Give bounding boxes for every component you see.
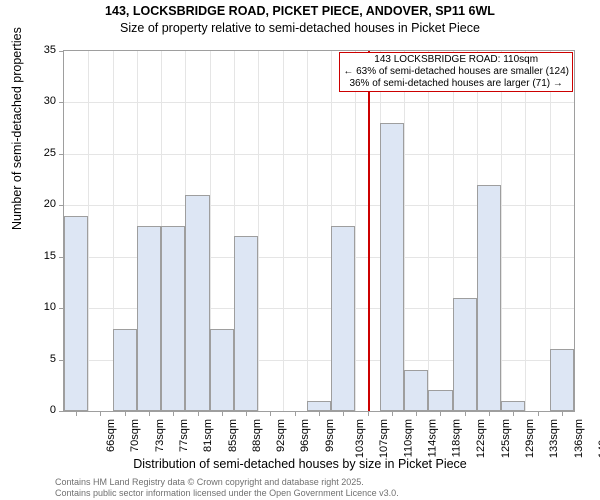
xtick-mark [198, 411, 199, 416]
xtick-mark [440, 411, 441, 416]
xtick-mark [465, 411, 466, 416]
xtick-mark [149, 411, 150, 416]
chart-container: 143, LOCKSBRIDGE ROAD, PICKET PIECE, AND… [0, 0, 600, 500]
ytick-label: 10 [16, 301, 56, 313]
histogram-bar [404, 370, 428, 411]
xtick-label: 107sqm [378, 419, 390, 458]
x-axis-label: Distribution of semi-detached houses by … [0, 457, 600, 471]
footnote-2: Contains public sector information licen… [55, 488, 399, 498]
histogram-bar [453, 298, 477, 411]
callout-line: ← 63% of semi-detached houses are smalle… [343, 66, 569, 78]
callout-line: 143 LOCKSBRIDGE ROAD: 110sqm [343, 54, 569, 66]
histogram-bar [210, 329, 234, 411]
ytick-label: 5 [16, 353, 56, 365]
ytick-label: 15 [16, 250, 56, 262]
gridline-v [88, 51, 89, 411]
ytick-label: 20 [16, 198, 56, 210]
callout-box: 143 LOCKSBRIDGE ROAD: 110sqm← 63% of sem… [339, 52, 573, 92]
xtick-mark [100, 411, 101, 416]
xtick-mark [222, 411, 223, 416]
xtick-label: 81sqm [202, 419, 214, 452]
xtick-mark [343, 411, 344, 416]
xtick-label: 85sqm [227, 419, 239, 452]
xtick-mark [270, 411, 271, 416]
chart-subtitle: Size of property relative to semi-detach… [0, 21, 600, 35]
ytick-label: 35 [16, 44, 56, 56]
xtick-mark [489, 411, 490, 416]
xtick-mark [173, 411, 174, 416]
gridline-v [307, 51, 308, 411]
xtick-label: 77sqm [178, 419, 190, 452]
gridline-v [355, 51, 356, 411]
xtick-mark [368, 411, 369, 416]
xtick-label: 118sqm [450, 419, 462, 457]
xtick-mark [319, 411, 320, 416]
histogram-bar [550, 349, 574, 411]
histogram-bar [380, 123, 404, 411]
xtick-mark [392, 411, 393, 416]
xtick-mark [562, 411, 563, 416]
histogram-bar [331, 226, 355, 411]
xtick-label: 92sqm [275, 419, 287, 452]
gridline-v [525, 51, 526, 411]
xtick-label: 73sqm [154, 419, 166, 452]
ytick-mark [59, 102, 64, 103]
ytick-mark [59, 205, 64, 206]
ytick-mark [59, 154, 64, 155]
footnote-1: Contains HM Land Registry data © Crown c… [55, 477, 364, 487]
xtick-mark [416, 411, 417, 416]
gridline-v [283, 51, 284, 411]
histogram-bar [307, 401, 331, 411]
xtick-mark [513, 411, 514, 416]
histogram-bar [234, 236, 258, 411]
xtick-mark [538, 411, 539, 416]
gridline-v [404, 51, 405, 411]
xtick-mark [125, 411, 126, 416]
gridline-h [64, 102, 574, 103]
gridline-v [428, 51, 429, 411]
histogram-bar [501, 401, 525, 411]
xtick-label: 103sqm [354, 419, 366, 458]
histogram-bar [161, 226, 185, 411]
ytick-label: 25 [16, 147, 56, 159]
reference-line [368, 51, 370, 411]
xtick-mark [76, 411, 77, 416]
ytick-label: 30 [16, 95, 56, 107]
xtick-label: 96sqm [299, 419, 311, 452]
callout-line: 36% of semi-detached houses are larger (… [343, 78, 569, 90]
xtick-label: 66sqm [105, 419, 117, 452]
histogram-bar [477, 185, 501, 411]
xtick-label: 125sqm [500, 419, 512, 458]
ytick-mark [59, 411, 64, 412]
histogram-bar [137, 226, 161, 411]
xtick-label: 88sqm [251, 419, 263, 452]
xtick-label: 70sqm [129, 419, 141, 452]
xtick-label: 110sqm [402, 419, 414, 457]
xtick-label: 129sqm [524, 419, 536, 458]
histogram-bar [64, 216, 88, 411]
xtick-label: 133sqm [548, 419, 560, 458]
xtick-mark [246, 411, 247, 416]
chart-title: 143, LOCKSBRIDGE ROAD, PICKET PIECE, AND… [0, 4, 600, 18]
xtick-label: 114sqm [426, 419, 438, 457]
gridline-v [258, 51, 259, 411]
ytick-label: 0 [16, 404, 56, 416]
gridline-v [501, 51, 502, 411]
xtick-label: 122sqm [476, 419, 488, 458]
histogram-bar [428, 390, 452, 411]
gridline-h [64, 154, 574, 155]
plot-area [63, 50, 575, 412]
xtick-label: 99sqm [324, 419, 336, 452]
xtick-mark [295, 411, 296, 416]
ytick-mark [59, 51, 64, 52]
xtick-label: 136sqm [573, 419, 585, 458]
histogram-bar [185, 195, 209, 411]
histogram-bar [113, 329, 137, 411]
